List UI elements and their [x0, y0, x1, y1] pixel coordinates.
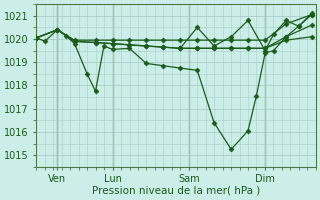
- X-axis label: Pression niveau de la mer( hPa ): Pression niveau de la mer( hPa ): [92, 186, 260, 196]
